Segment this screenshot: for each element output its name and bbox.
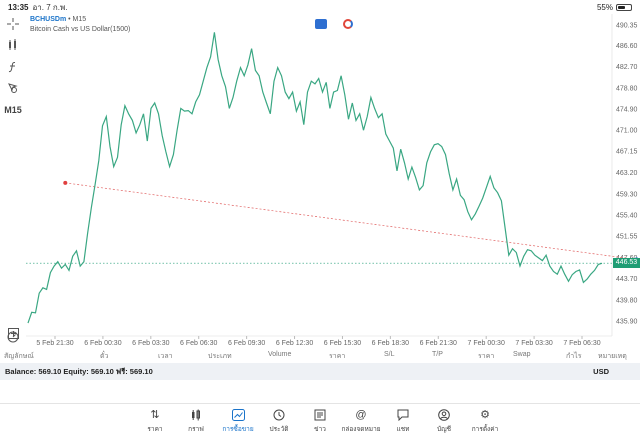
news-icon bbox=[300, 409, 340, 422]
add-window-icon[interactable] bbox=[0, 323, 26, 343]
balance-bar: Balance: 569.10 Equity: 569.10 ฟรี: 569.… bbox=[0, 363, 640, 380]
battery-percent: 55% bbox=[596, 2, 613, 12]
nav-news[interactable]: ข่าว bbox=[300, 409, 340, 434]
price-axis-label: 443.70 bbox=[616, 276, 638, 283]
price-series-line bbox=[27, 32, 603, 324]
price-axis-label: 490.35 bbox=[616, 22, 638, 29]
time-axis-label: 6 Feb 21:30 bbox=[420, 340, 457, 347]
chart-toolbar: M15 bbox=[0, 14, 26, 344]
history-icon bbox=[259, 409, 299, 422]
objects-icon[interactable] bbox=[0, 78, 26, 98]
col-price-current[interactable]: ราคา bbox=[478, 353, 495, 360]
time-axis-label: 6 Feb 06:30 bbox=[180, 340, 217, 347]
balance-currency: USD bbox=[593, 367, 609, 376]
timeframe-button[interactable]: M15 bbox=[4, 105, 22, 115]
candles-icon bbox=[176, 409, 216, 422]
nav-accounts[interactable]: บัญชี bbox=[424, 409, 464, 434]
chart-mini-icons bbox=[315, 19, 353, 29]
nav-history-label: ประวัติ bbox=[269, 426, 289, 433]
price-axis-label: 467.15 bbox=[616, 149, 638, 156]
gear-icon: ⚙ bbox=[480, 409, 490, 421]
at-sign-icon: @ bbox=[355, 409, 367, 421]
nav-trade-label: การซื้อขาย bbox=[222, 426, 254, 433]
nav-news-label: ข่าว bbox=[314, 426, 326, 433]
battery-icon bbox=[616, 3, 632, 11]
price-axis-label: 478.80 bbox=[616, 85, 638, 92]
time-axis-label: 6 Feb 18:30 bbox=[372, 340, 409, 347]
time-axis-label: 5 Feb 21:30 bbox=[36, 340, 73, 347]
nav-mailbox-label: กล่องจดหมาย bbox=[341, 426, 381, 433]
crosshair-icon[interactable] bbox=[0, 14, 26, 34]
time-axis-label: 6 Feb 09:30 bbox=[228, 340, 265, 347]
time-axis-label: 6 Feb 03:30 bbox=[132, 340, 169, 347]
bottom-navigation: ⇅ ราคา กราฟ การซื้อขาย ประวัติ ข่าว @ กล… bbox=[0, 403, 640, 447]
col-volume[interactable]: Volume bbox=[268, 351, 292, 358]
trendline[interactable] bbox=[65, 182, 637, 260]
one-click-trading-icon[interactable] bbox=[315, 19, 327, 29]
col-time[interactable]: เวลา bbox=[158, 353, 173, 360]
battery-fill bbox=[618, 5, 625, 9]
nav-history[interactable]: ประวัติ bbox=[259, 409, 299, 434]
nav-chart-label: กราฟ bbox=[188, 426, 204, 433]
col-swap[interactable]: Swap bbox=[513, 351, 531, 358]
col-profit[interactable]: กำไร bbox=[566, 353, 582, 360]
nav-settings-label: การตั้งค่า bbox=[471, 426, 499, 433]
balance-text: Balance: 569.10 Equity: 569.10 ฟรี: 569.… bbox=[5, 366, 153, 376]
col-price[interactable]: ราคา bbox=[329, 353, 346, 360]
price-axis-label: 463.20 bbox=[616, 170, 638, 177]
status-bar: 13:35 อา. 7 ก.พ. 55% bbox=[0, 0, 640, 14]
col-type[interactable]: ประเภท bbox=[208, 353, 232, 360]
nav-chat-label: แชท bbox=[396, 426, 410, 433]
col-comment[interactable]: หมายเหตุ bbox=[598, 353, 627, 360]
trade-icon bbox=[218, 409, 258, 422]
price-axis-label: 482.70 bbox=[616, 64, 638, 71]
price-axis-label: 459.30 bbox=[616, 191, 638, 198]
price-axis-label: 439.80 bbox=[616, 297, 638, 304]
time-axis-label: 7 Feb 03:30 bbox=[515, 340, 552, 347]
nav-chart[interactable]: กราฟ bbox=[176, 409, 216, 434]
price-axis-label: 471.00 bbox=[616, 128, 638, 135]
col-sl[interactable]: S/L bbox=[384, 351, 395, 358]
current-price-tag: 446.53 bbox=[613, 258, 640, 269]
nav-mailbox[interactable]: @ กล่องจดหมาย bbox=[341, 409, 381, 434]
price-axis-label: 474.90 bbox=[616, 106, 638, 113]
price-axis-label: 486.60 bbox=[616, 43, 638, 50]
price-axis-label: 451.55 bbox=[616, 233, 638, 240]
status-date: อา. 7 ก.พ. bbox=[32, 2, 68, 12]
chat-icon bbox=[383, 409, 423, 422]
col-symbol[interactable]: สัญลักษณ์ bbox=[4, 353, 34, 360]
time-axis-label: 6 Feb 12:30 bbox=[276, 340, 313, 347]
price-axis-label: 455.40 bbox=[616, 212, 638, 219]
chart-header: BCHUSDm • M15 Bitcoin Cash vs US Dollar(… bbox=[30, 16, 131, 33]
nav-chat[interactable]: แชท bbox=[383, 409, 423, 434]
chart-timeframe: M15 bbox=[72, 16, 87, 23]
function-icon[interactable] bbox=[0, 57, 26, 77]
time-axis-label: 6 Feb 15:30 bbox=[324, 340, 361, 347]
time-axis-label: 7 Feb 06:30 bbox=[563, 340, 600, 347]
time-axis-label: 7 Feb 00:30 bbox=[467, 340, 504, 347]
nav-quotes[interactable]: ⇅ ราคา bbox=[135, 409, 175, 434]
account-icon bbox=[424, 409, 464, 422]
status-time: 13:35 bbox=[8, 2, 29, 12]
nav-quotes-label: ราคา bbox=[147, 426, 163, 433]
price-axis-label: 435.90 bbox=[616, 318, 638, 325]
price-chart[interactable]: 490.35 486.60 482.70 478.80 474.90 471.00 467.… bbox=[0, 0, 640, 348]
quotes-icon: ⇅ bbox=[150, 409, 160, 421]
trade-table-header: สัญลักษณ์ ตั๋ว เวลา ประเภท Volume ราคา S… bbox=[0, 349, 640, 361]
indicators-icon[interactable] bbox=[0, 35, 26, 55]
nav-trade[interactable]: การซื้อขาย bbox=[218, 409, 258, 434]
time-axis-label: 6 Feb 00:30 bbox=[84, 340, 121, 347]
chart-description: Bitcoin Cash vs US Dollar(1500) bbox=[30, 26, 131, 33]
trendline-start-point[interactable] bbox=[63, 180, 68, 185]
nav-accounts-label: บัญชี bbox=[436, 426, 452, 433]
signal-ring-icon[interactable] bbox=[343, 19, 353, 29]
col-ticket[interactable]: ตั๋ว bbox=[100, 353, 109, 360]
col-tp[interactable]: T/P bbox=[432, 351, 443, 358]
chart-symbol[interactable]: BCHUSDm bbox=[30, 16, 67, 23]
status-right: 55% bbox=[597, 3, 632, 12]
nav-settings[interactable]: ⚙ การตั้งค่า bbox=[465, 409, 505, 434]
